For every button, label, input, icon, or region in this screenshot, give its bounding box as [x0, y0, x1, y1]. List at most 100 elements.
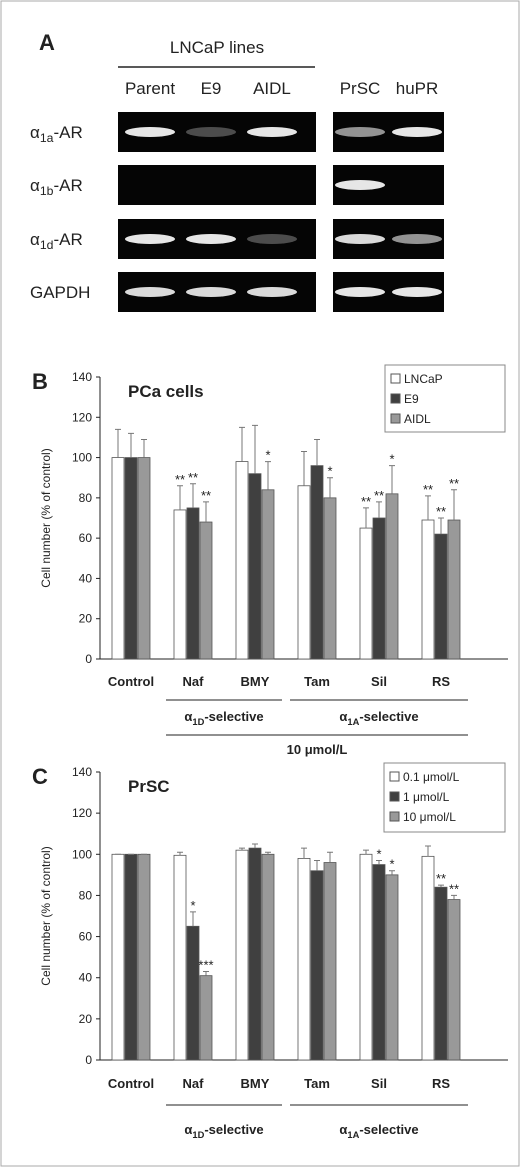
y-tick-label: 0 — [85, 1053, 92, 1067]
row-label: α1b-AR — [30, 176, 83, 198]
y-tick-label: 80 — [79, 888, 93, 902]
row-label-rest: -AR — [53, 176, 82, 195]
error-bar — [376, 501, 382, 518]
bar — [421, 519, 435, 660]
significance-label: ** — [436, 871, 446, 886]
error-bar — [203, 501, 209, 523]
y-tick-label: 80 — [79, 491, 93, 505]
error-bar — [376, 859, 382, 865]
annotation-sub: 1D — [192, 717, 204, 727]
y-tick-label: 140 — [72, 765, 92, 779]
x-tick-label: RS — [432, 1076, 450, 1091]
y-tick-label: 40 — [79, 571, 93, 585]
significance-label: ** — [449, 476, 459, 491]
significance-label: ** — [374, 488, 384, 503]
error-bar — [451, 894, 457, 900]
error-bar — [177, 851, 183, 856]
error-bar — [128, 432, 134, 458]
bar — [372, 864, 386, 1061]
bar — [359, 527, 373, 660]
y-tick-label: 120 — [72, 410, 92, 424]
significance-label: ** — [361, 494, 371, 509]
y-tick-label: 40 — [79, 971, 93, 985]
bar — [186, 925, 200, 1061]
y-axis-label: Cell number (% of control) — [39, 448, 53, 587]
annotation-rest: -selective — [204, 1122, 263, 1137]
bar — [111, 853, 125, 1061]
gel-band — [125, 234, 175, 244]
annotation-rest: -selective — [359, 709, 418, 724]
bar — [359, 853, 373, 1061]
error-bar — [327, 851, 333, 863]
bar — [310, 465, 324, 660]
gel-band — [247, 287, 297, 297]
annotation-main: α — [184, 709, 192, 724]
bar — [261, 853, 275, 1061]
row-label-sub: 1d — [40, 238, 54, 252]
error-bar — [190, 911, 196, 927]
error-bar — [438, 517, 444, 535]
x-tick-label: Control — [108, 674, 154, 689]
y-tick-label: 20 — [79, 612, 93, 626]
error-bar — [265, 851, 271, 855]
error-bar — [451, 489, 457, 521]
gel-band — [186, 234, 236, 244]
annotation-sub: 1A — [347, 1130, 359, 1140]
lane-label: AIDL — [253, 79, 291, 98]
lane-label: E9 — [201, 79, 222, 98]
annotation-rest: -selective — [359, 1122, 418, 1137]
error-bar — [363, 849, 369, 855]
panel-label: B — [32, 369, 48, 394]
x-tick-label: Sil — [371, 1076, 387, 1091]
error-bar — [425, 845, 431, 857]
bar — [385, 493, 399, 660]
annotation-main: α — [339, 709, 347, 724]
chart-title: PCa cells — [128, 382, 204, 401]
bar — [434, 886, 448, 1061]
error-bar — [252, 424, 258, 474]
bar — [248, 473, 262, 660]
bar — [385, 874, 399, 1061]
gel-band — [247, 234, 297, 244]
row-label-rest: -AR — [53, 123, 82, 142]
legend-label: 1 μmol/L — [403, 790, 450, 804]
x-tick-label: Control — [108, 1076, 154, 1091]
bar — [137, 853, 151, 1061]
legend-box — [383, 762, 506, 833]
bar — [124, 853, 138, 1061]
x-tick-label: BMY — [241, 674, 270, 689]
gel-band — [125, 287, 175, 297]
x-tick-label: Tam — [304, 674, 330, 689]
bar — [372, 517, 386, 660]
significance-label: ** — [449, 881, 459, 896]
error-bar — [389, 465, 395, 494]
row-label: α1a-AR — [30, 123, 83, 145]
row-label-main: α — [30, 230, 40, 249]
significance-label: ** — [175, 472, 185, 487]
bar — [173, 854, 187, 1061]
bar — [421, 855, 435, 1061]
legend-swatch — [389, 771, 400, 782]
row-label: GAPDH — [30, 283, 90, 302]
bar — [297, 485, 311, 660]
error-bar — [177, 485, 183, 510]
gel-band — [335, 234, 385, 244]
annotation-main: 10 μmol/L — [287, 742, 348, 757]
bar — [261, 489, 275, 660]
gel-band — [247, 127, 297, 137]
significance-label: * — [190, 898, 195, 913]
error-bar — [438, 884, 444, 888]
significance-label: * — [389, 452, 394, 467]
legend-label: 10 μmol/L — [403, 810, 456, 824]
bar — [248, 847, 262, 1061]
row-label-rest: -AR — [53, 230, 82, 249]
gel-band — [392, 127, 442, 137]
panel-label: A — [39, 30, 55, 55]
error-bar — [389, 870, 395, 875]
group-label: LNCaP lines — [170, 38, 264, 57]
annotation: α1D-selective — [184, 709, 263, 727]
gel-band — [392, 234, 442, 244]
legend-swatch — [390, 413, 401, 424]
error-bar — [301, 451, 307, 486]
